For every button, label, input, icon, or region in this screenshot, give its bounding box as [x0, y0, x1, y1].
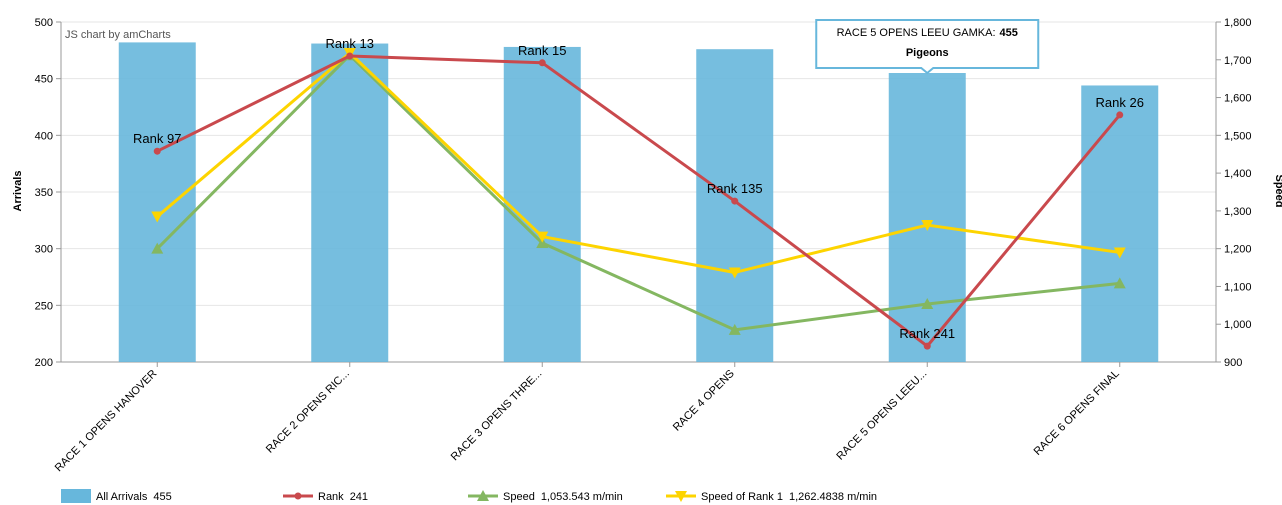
- legend-value: 1,053.543 m/min: [541, 491, 623, 503]
- y-right-tick-label: 1,400: [1224, 168, 1252, 180]
- y-right-tick-label: 1,300: [1224, 206, 1252, 218]
- x-tick-label: RACE 2 OPENS RIC...: [264, 368, 352, 456]
- bar-all-arrivals[interactable]: [118, 42, 196, 363]
- x-tick-label: RACE 3 OPENS THRE...: [449, 368, 545, 464]
- tooltip: RACE 5 OPENS LEEU GAMKA: 455 Pigeons: [815, 19, 1040, 75]
- y-left-tick-label: 250: [35, 300, 53, 312]
- point-speed-of-rank-1[interactable]: [151, 211, 164, 223]
- tooltip-value: 455: [1000, 27, 1018, 39]
- line-speed[interactable]: [156, 53, 1120, 332]
- bar-all-arrivals[interactable]: [888, 73, 966, 362]
- y-left-tick-label: 300: [35, 244, 53, 256]
- rank-data-label: Rank 241: [899, 326, 955, 341]
- y-left-tick-label: 400: [35, 130, 53, 142]
- point-speed-of-rank-1[interactable]: [1113, 247, 1126, 259]
- legend-item-speed-of-rank-1[interactable]: Speed of Rank 1 1,262.4838 m/min: [666, 491, 877, 503]
- y-right-tick-label: 1,500: [1224, 130, 1252, 142]
- point-rank[interactable]: [538, 59, 546, 67]
- rank-data-label: Rank 26: [1096, 95, 1144, 110]
- rank-data-label: Rank 13: [326, 36, 374, 51]
- amcharts-credit[interactable]: JS chart by amCharts: [65, 29, 171, 41]
- y-left-tick-label: 350: [35, 187, 53, 199]
- legend-swatch-box: [61, 489, 91, 503]
- x-tick-label: RACE 1 OPENS HANOVER: [53, 368, 160, 475]
- legend-item-speed[interactable]: Speed 1,053.543 m/min: [468, 490, 623, 503]
- point-speed-of-rank-1[interactable]: [728, 267, 741, 279]
- line-speed-of-rank-1[interactable]: [156, 51, 1120, 274]
- tooltip-category: RACE 5 OPENS LEEU GAMKA:: [837, 27, 996, 39]
- tooltip-title: RACE 5 OPENS LEEU GAMKA: 455: [837, 27, 1018, 39]
- bar-all-arrivals[interactable]: [696, 49, 774, 362]
- bar-all-arrivals[interactable]: [503, 46, 581, 362]
- point-rank[interactable]: [346, 52, 354, 60]
- y-left-tick-label: 500: [35, 17, 53, 29]
- tooltip-subtitle: Pigeons: [906, 47, 949, 59]
- legend-label: All Arrivals: [96, 491, 148, 503]
- x-tick-label: RACE 6 OPENS FINAL: [1032, 368, 1122, 458]
- bar-series: [118, 42, 1159, 363]
- legend-value: 241: [350, 491, 368, 503]
- y-left-tick-label: 450: [35, 74, 53, 86]
- legend-value: 1,262.4838 m/min: [789, 491, 877, 503]
- legend-label: Speed of Rank 1: [701, 491, 783, 503]
- x-tick-label: RACE 5 OPENS LEEU...: [834, 368, 929, 463]
- legend-item-rank[interactable]: Rank 241: [283, 491, 368, 503]
- y-axis-left-title: Arrivals: [12, 171, 24, 212]
- legend-value: 455: [153, 491, 171, 503]
- y-right-tick-label: 900: [1224, 357, 1242, 369]
- rank-data-label: Rank 135: [707, 181, 763, 196]
- tooltip-balloon: [815, 19, 1040, 75]
- y-right-tick-label: 1,600: [1224, 93, 1252, 105]
- rank-data-label: Rank 97: [133, 131, 181, 146]
- y-right-tick-label: 1,000: [1224, 319, 1252, 331]
- point-speed-of-rank-1[interactable]: [536, 231, 549, 243]
- data-labels: Rank 97 Rank 13 Rank 15 Rank 135 Rank 241 Ran…: [133, 36, 1144, 341]
- line-series: [151, 47, 1126, 350]
- grid-lines: [61, 21, 1216, 363]
- point-rank[interactable]: [1116, 111, 1124, 119]
- point-speed-of-rank-1[interactable]: [921, 220, 934, 232]
- point-speed[interactable]: [1113, 277, 1126, 289]
- point-speed[interactable]: [728, 323, 741, 335]
- x-tick-label: RACE 4 OPENS: [671, 368, 737, 434]
- legend-swatch-marker[interactable]: [477, 490, 489, 501]
- point-rank[interactable]: [153, 147, 161, 155]
- point-rank[interactable]: [923, 342, 931, 350]
- bar-all-arrivals[interactable]: [311, 43, 389, 363]
- point-rank[interactable]: [731, 197, 739, 205]
- y-right-tick-label: 1,200: [1224, 244, 1252, 256]
- y-left-tick-label: 200: [35, 357, 53, 369]
- legend-label: Speed: [503, 491, 535, 503]
- line-rank[interactable]: [156, 54, 1121, 348]
- legend: All Arrivals 455 Rank 241 Speed 1,053.543 m/m…: [61, 489, 877, 503]
- y-right-tick-label: 1,700: [1224, 55, 1252, 67]
- point-speed[interactable]: [921, 297, 934, 309]
- rank-data-label: Rank 15: [518, 43, 566, 58]
- y-right-tick-label: 1,800: [1224, 17, 1252, 29]
- legend-item-all-arrivals[interactable]: All Arrivals 455: [61, 489, 172, 503]
- bar-all-arrivals[interactable]: [1081, 85, 1159, 362]
- legend-swatch-marker[interactable]: [675, 491, 687, 502]
- y-axis-right-title: Speed: [1273, 174, 1282, 207]
- point-speed[interactable]: [151, 242, 164, 254]
- legend-label: Rank: [318, 491, 344, 503]
- y-right-tick-label: 1,100: [1224, 281, 1252, 293]
- legend-swatch-marker[interactable]: [294, 492, 302, 500]
